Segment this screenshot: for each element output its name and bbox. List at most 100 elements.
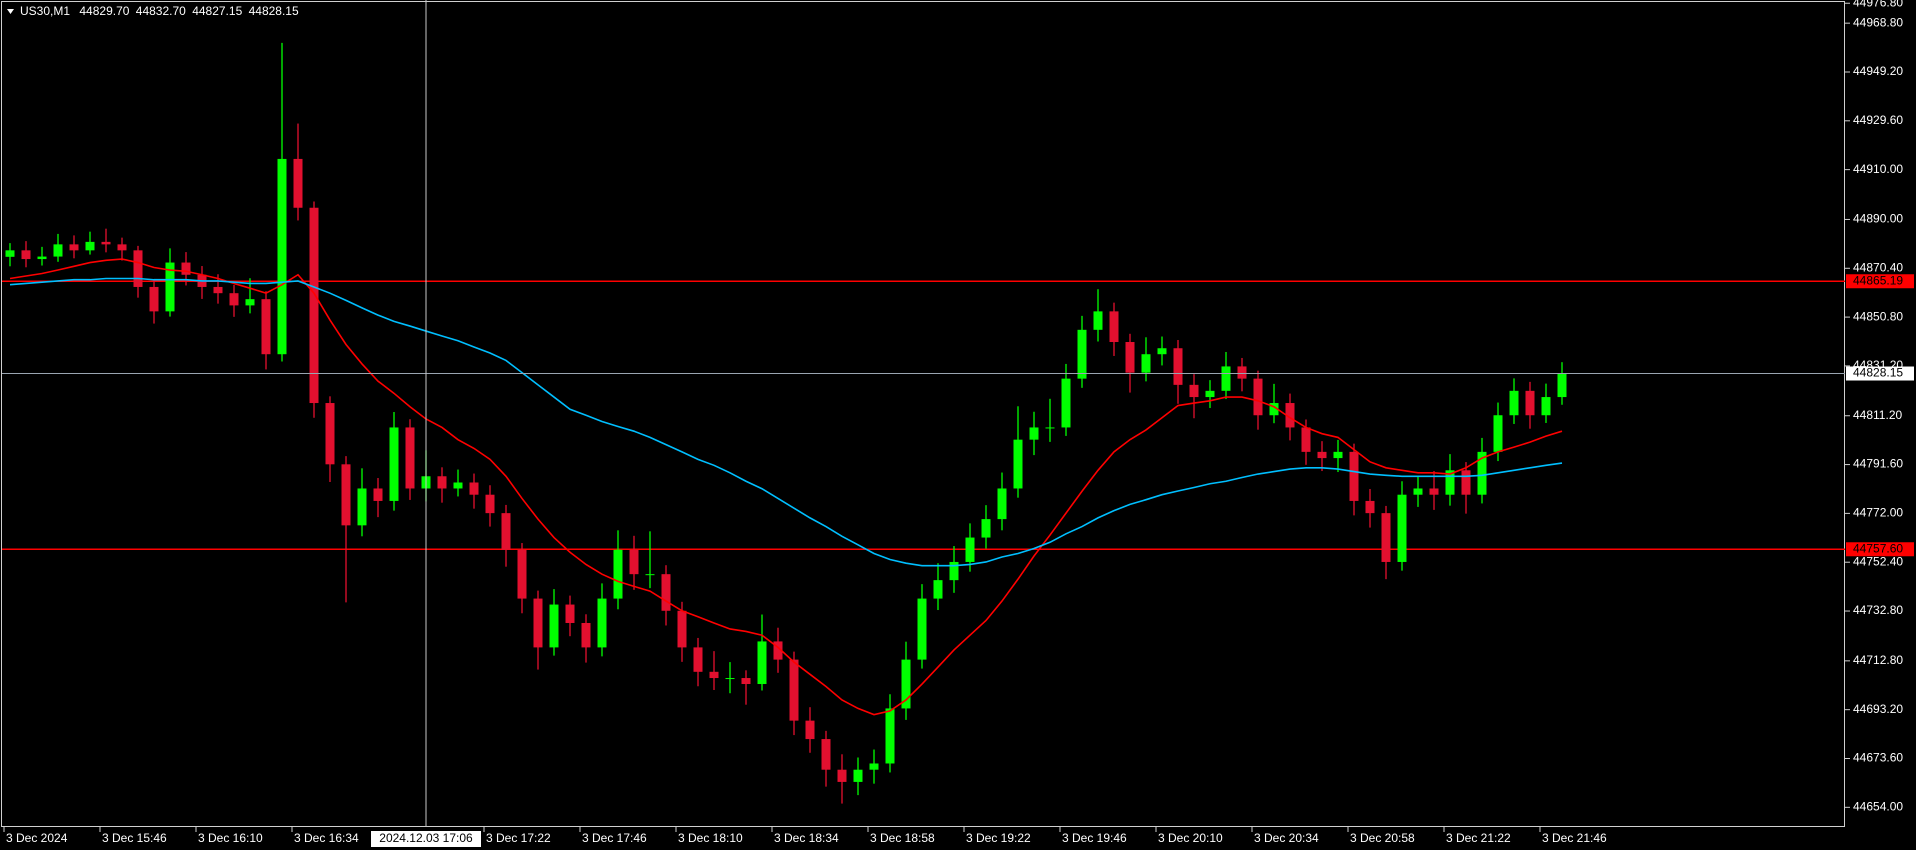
menu-arrow[interactable] xyxy=(7,9,14,14)
candle-body xyxy=(245,299,255,306)
candle-body xyxy=(1493,415,1503,452)
x-tick-label: 3 Dec 18:34 xyxy=(774,831,839,845)
candle-body xyxy=(917,598,927,660)
candle-body xyxy=(1285,403,1295,428)
candle-body xyxy=(853,769,863,782)
header-high: 44832.70 xyxy=(136,4,186,18)
y-tick-label: 44752.40 xyxy=(1853,554,1903,568)
moving-average xyxy=(9,277,1563,567)
candle-body xyxy=(821,739,831,770)
candle-body xyxy=(373,488,383,501)
y-tick-label: 44673.60 xyxy=(1853,751,1903,765)
bid-label-box xyxy=(1846,366,1914,381)
candle-body xyxy=(69,244,79,251)
candle-body xyxy=(901,659,911,709)
candle-body xyxy=(1541,397,1551,416)
candle-body xyxy=(693,647,703,672)
candle-body xyxy=(293,158,303,208)
y-tick-label: 44850.80 xyxy=(1853,309,1903,323)
candle-body xyxy=(325,403,335,465)
candle-body xyxy=(437,476,447,489)
candle-body xyxy=(501,513,511,550)
candle-body xyxy=(389,427,399,501)
candle-body xyxy=(581,622,591,648)
x-tick-label: 3 Dec 16:10 xyxy=(198,831,263,845)
x-tick-label: 3 Dec 20:34 xyxy=(1254,831,1319,845)
x-tick-label: 3 Dec 21:22 xyxy=(1446,831,1511,845)
crosshair-label: 2024.12.03 17:06 xyxy=(379,831,473,845)
candle-body xyxy=(1477,451,1487,495)
candle-body xyxy=(869,763,879,770)
candle-body xyxy=(469,482,479,495)
y-tick-label: 44976.80 xyxy=(1853,0,1903,9)
candle-body xyxy=(165,262,175,312)
candle-body xyxy=(1045,427,1055,429)
candle-body xyxy=(677,610,687,648)
y-tick-label: 44732.80 xyxy=(1853,603,1903,617)
candle-body xyxy=(1525,390,1535,416)
candle-body xyxy=(549,604,559,648)
candle-body xyxy=(261,299,271,355)
y-tick-label: 44910.00 xyxy=(1853,162,1903,176)
y-tick-label: 44712.80 xyxy=(1853,653,1903,667)
candle-body xyxy=(533,598,543,648)
y-tick-label: 44693.20 xyxy=(1853,702,1903,716)
candle-body xyxy=(773,641,783,660)
candle-body xyxy=(741,678,751,685)
y-tick-label: 44890.00 xyxy=(1853,212,1903,226)
candle-body xyxy=(709,671,719,679)
y-tick-label: 44949.20 xyxy=(1853,64,1903,78)
candle-body xyxy=(1509,390,1519,416)
candle-body xyxy=(645,574,655,576)
candle-body xyxy=(1221,366,1231,391)
candle-body xyxy=(949,561,959,581)
candle-body xyxy=(1189,384,1199,398)
level-label-box xyxy=(1846,542,1914,557)
candle-body xyxy=(213,286,223,294)
candle-body xyxy=(1237,366,1247,379)
candle-body xyxy=(405,427,415,489)
candle-body xyxy=(1173,348,1183,385)
candle-body xyxy=(1317,451,1327,459)
y-tick-label: 44772.00 xyxy=(1853,506,1903,520)
plot-area xyxy=(2,0,1845,827)
x-tick-label: 3 Dec 20:58 xyxy=(1350,831,1415,845)
candle-body xyxy=(1397,494,1407,562)
candle-body xyxy=(1253,378,1263,416)
candle-body xyxy=(965,537,975,562)
y-tick-label: 44654.00 xyxy=(1853,799,1903,813)
candle-body xyxy=(517,549,527,599)
candle-body xyxy=(117,244,127,251)
candle-body xyxy=(1269,403,1279,416)
candle-body xyxy=(453,482,463,489)
candle-body xyxy=(341,464,351,526)
candle-body xyxy=(1365,500,1375,514)
candle-body xyxy=(1301,427,1311,452)
candle-body xyxy=(981,519,991,538)
level-label: 44865.19 xyxy=(1853,273,1903,287)
candle-body xyxy=(597,598,607,648)
candle-body xyxy=(1429,488,1439,495)
candle-body xyxy=(933,580,943,599)
candle-body xyxy=(53,244,63,257)
x-tick-label: 3 Dec 21:46 xyxy=(1542,831,1607,845)
header-open: 44829.70 xyxy=(79,4,129,18)
candle-body xyxy=(1013,439,1023,489)
candle-body xyxy=(309,207,319,404)
candle-body xyxy=(277,158,287,355)
candle-body xyxy=(997,488,1007,520)
x-tick-label: 3 Dec 16:34 xyxy=(294,831,359,845)
level-label: 44757.60 xyxy=(1853,541,1903,555)
candle-body xyxy=(181,262,191,275)
x-tick-label: 3 Dec 15:46 xyxy=(102,831,167,845)
crosshair-label-box xyxy=(371,831,481,847)
y-tick-label: 44870.40 xyxy=(1853,260,1903,274)
candle-body xyxy=(789,659,799,721)
y-tick-label: 44791.60 xyxy=(1853,457,1903,471)
level-label-box xyxy=(1846,274,1914,289)
candle-body xyxy=(885,708,895,764)
candle-body xyxy=(613,549,623,599)
candle-body xyxy=(1093,311,1103,330)
